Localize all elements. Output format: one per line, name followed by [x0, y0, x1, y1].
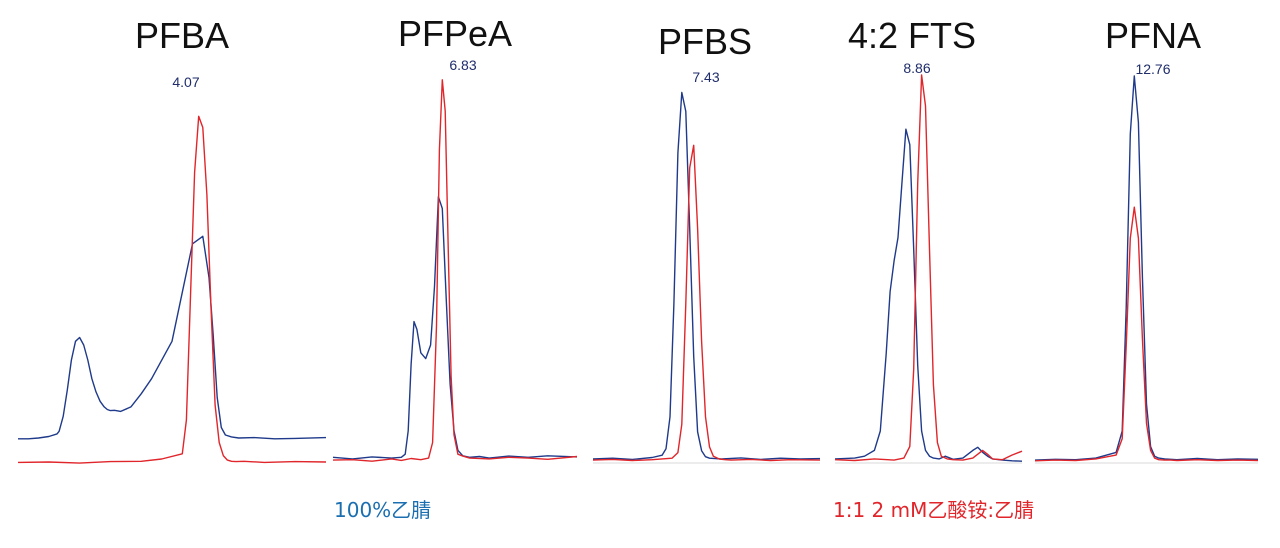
retention-time-label: 7.43 [692, 69, 719, 85]
chromatogram-panel: PFBS 7.43 [592, 21, 821, 464]
trace-buffer [332, 79, 578, 462]
trace-acetonitrile [834, 128, 1023, 462]
trace-acetonitrile [332, 196, 578, 460]
trace-acetonitrile [592, 91, 821, 461]
legend-ammonium-acetate-mix: 1:1 2 mM乙酸铵:乙腈 [833, 498, 1035, 522]
chromatogram-panel: PFPeA 6.83 [332, 13, 578, 462]
chromatogram-panel: 4:2 FTS 8.86 [834, 15, 1023, 464]
chromatogram-panel: PFNA 12.76 [1034, 15, 1259, 464]
panel-title: 4:2 FTS [848, 15, 976, 56]
trace-buffer [17, 115, 327, 464]
retention-time-label: 12.76 [1135, 61, 1170, 77]
trace-buffer [1034, 206, 1259, 462]
retention-time-label: 8.86 [903, 60, 930, 76]
panel-title: PFBA [135, 15, 229, 56]
panel-title: PFBS [658, 21, 752, 62]
retention-time-label: 4.07 [172, 74, 199, 90]
panel-title: PFPeA [398, 13, 512, 54]
trace-acetonitrile [18, 235, 327, 440]
retention-time-label: 6.83 [449, 57, 476, 73]
legend-acetonitrile: 100%乙腈 [334, 498, 432, 522]
panel-title: PFNA [1105, 15, 1201, 56]
trace-acetonitrile [1034, 75, 1259, 461]
trace-buffer [834, 74, 1023, 462]
trace-buffer [592, 144, 821, 462]
chromatogram-panel: PFBA 4.07 [17, 15, 327, 464]
